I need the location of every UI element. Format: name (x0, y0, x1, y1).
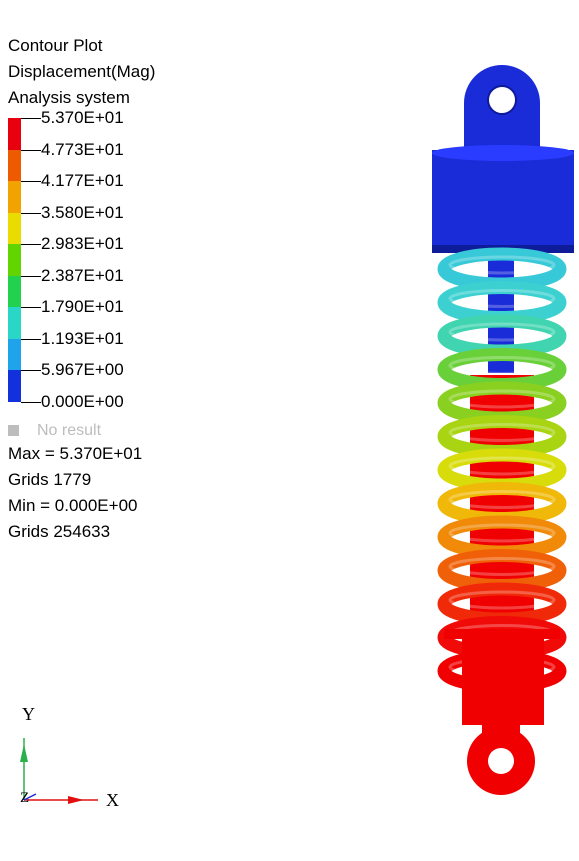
legend-color-band (8, 338, 21, 371)
legend-level-label: 4.773E+01 (41, 139, 124, 159)
legend-color-band (8, 181, 21, 213)
legend-color-band (8, 212, 21, 245)
legend-level-label: 1.790E+01 (41, 297, 124, 316)
legend-level-label: 0.000E+00 (41, 391, 124, 411)
legend-tick (21, 181, 41, 182)
top-mount-hole-edge (487, 85, 517, 115)
legend-level-label: 5.967E+00 (41, 360, 124, 379)
shock-absorber-model (420, 55, 579, 845)
bottom-mount-hole (488, 748, 514, 774)
legend-tick (21, 338, 41, 340)
spring-coil-highlight (448, 523, 556, 543)
legend-color-band (8, 118, 21, 150)
z-axis-line (23, 793, 37, 801)
min-value: Min = 0.000E+00 (8, 496, 138, 515)
top-mount-hole (488, 86, 516, 114)
legend-tick (21, 307, 41, 308)
legend-tick (21, 401, 41, 403)
analysis-system: Analysis system (8, 88, 130, 107)
spring-coil-highlight (448, 423, 556, 442)
spring-coil-highlight (448, 356, 556, 375)
legend-tick (21, 275, 41, 277)
spring-coil-highlight (448, 490, 556, 509)
legend-tick (21, 370, 41, 371)
min-grid: Grids 254633 (8, 522, 111, 541)
legend-level-label: 5.370E+01 (41, 108, 124, 127)
spring-seat (444, 629, 560, 639)
x-axis-label: X (106, 790, 119, 810)
x-axis-arrow (68, 796, 84, 804)
max-value: Max = 5.370E+01 (8, 444, 143, 463)
legend-color-band (8, 244, 21, 276)
top-housing (432, 150, 574, 253)
no-result-label: No result (37, 422, 102, 439)
z-axis-label: Z (20, 790, 30, 806)
spring-coil-highlight (448, 255, 556, 275)
y-axis-arrow (20, 744, 28, 762)
legend-color-band (8, 370, 21, 402)
no-result-swatch (8, 425, 19, 436)
spring-coil-highlight (448, 557, 556, 576)
spring-coil-highlight (448, 590, 556, 610)
legend-tick (21, 149, 41, 151)
lower-cylinder (462, 639, 544, 725)
legend-tick (21, 244, 41, 245)
legend-level-label: 2.387E+01 (41, 265, 124, 285)
spring-coil-highlight (448, 322, 556, 342)
legend-level-label: 3.580E+01 (41, 202, 124, 222)
legend-tick (21, 118, 41, 119)
plot-title: Contour Plot (8, 36, 103, 55)
spring-coil-highlight (448, 289, 556, 308)
legend-color-band (8, 149, 21, 182)
result-type: Displacement(Mag) (8, 62, 156, 81)
spring-coil-highlight (448, 456, 556, 476)
legend-level-label: 2.983E+01 (41, 234, 124, 253)
legend-level-label: 1.193E+01 (41, 328, 124, 348)
legend-tick (21, 212, 41, 214)
top-housing-rim (432, 145, 574, 161)
legend-color-band (8, 307, 21, 339)
axis-triad: Y X Z (10, 700, 130, 820)
contour-legend: 5.370E+01 4.773E+01 4.177E+01 3.580E+01 2.98… (8, 108, 208, 418)
y-axis-label: Y (22, 704, 35, 724)
spring-coil-highlight (448, 389, 556, 409)
legend-level-label: 4.177E+01 (41, 171, 124, 190)
legend-color-band (8, 275, 21, 308)
max-grid: Grids 1779 (8, 470, 92, 489)
no-result-entry: No result (8, 422, 101, 440)
